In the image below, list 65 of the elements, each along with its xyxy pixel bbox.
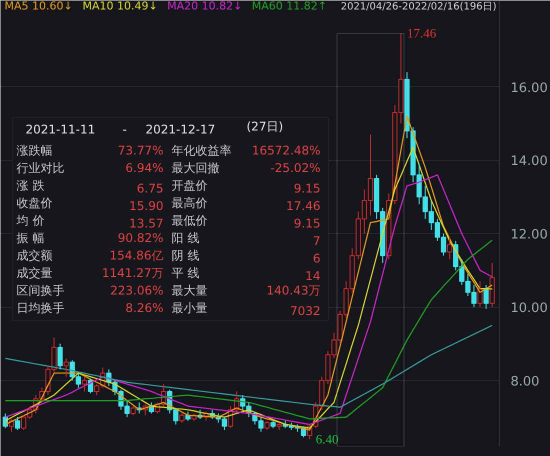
annotation: 1141.27万 <box>102 266 164 280</box>
annotation: (27日) <box>246 120 284 134</box>
annotation: 阳 线 <box>172 231 200 245</box>
candlestick <box>82 376 88 392</box>
y-tick-label: 16.00 <box>510 80 548 96</box>
annotation: 90.82% <box>118 231 164 245</box>
y-tick-label: 10.00 <box>510 301 548 316</box>
text: MA5 10.60↓ <box>4 0 73 12</box>
candlestick <box>14 416 20 430</box>
annotation: 9.15 <box>294 182 320 196</box>
annotation: 7032 <box>290 304 321 318</box>
annotation: 区间换手 <box>16 284 64 298</box>
annotation: 16572.48% <box>252 144 321 158</box>
annotation: 13.57 <box>129 216 164 230</box>
annotation: 最大回撤 <box>172 161 220 175</box>
y-tick-label: 12.00 <box>510 228 548 243</box>
annotation: - <box>122 122 127 136</box>
candlestick <box>130 406 136 416</box>
annotation: 振 幅 <box>16 231 44 245</box>
annotation: 成交额 <box>16 248 52 262</box>
text: MA60 11.82↑ <box>252 0 327 12</box>
annotation: 2021-12-17 <box>146 122 216 136</box>
annotation: 73.77% <box>118 144 164 158</box>
annotation: 开盘价 <box>172 178 208 192</box>
candlestick <box>490 262 495 308</box>
annotation: 6.75 <box>136 182 164 196</box>
annotation: 最低价 <box>172 214 208 228</box>
annotation: 最大量 <box>172 284 208 298</box>
annotation: 17.46 <box>407 26 437 41</box>
annotation: 最高价 <box>172 196 208 210</box>
annotation: 223.06% <box>110 284 164 298</box>
annotation: 2021-11-11 <box>26 122 96 136</box>
y-tick-label: 14.00 <box>510 154 548 170</box>
annotation: 成交量 <box>16 266 52 280</box>
annotation: 均 价 <box>16 214 44 228</box>
candlestick <box>276 422 282 430</box>
candlestick <box>446 236 452 260</box>
annotation: 行业对比 <box>16 161 64 175</box>
annotation: 阴 线 <box>172 248 200 262</box>
annotation: 6.94% <box>125 161 164 175</box>
annotation: 涨 跌 <box>16 178 44 192</box>
annotation: 平 线 <box>172 266 200 280</box>
chart-subtitle: 2021/04/26-2022/02/16(196日) <box>340 2 497 12</box>
annotation: 涨跌幅 <box>16 144 52 158</box>
annotation: 7 <box>312 234 321 248</box>
candlestick <box>76 372 82 388</box>
y-tick-label: 8.00 <box>510 374 540 390</box>
annotation: 140.43万 <box>266 284 321 298</box>
annotation: -25.02% <box>270 161 321 175</box>
annotation: 收盘价 <box>16 196 52 210</box>
annotation: 9.15 <box>294 216 320 230</box>
annotation: 15.90 <box>129 199 164 213</box>
annotation: 最小量 <box>172 301 208 315</box>
annotation: 6 <box>312 252 321 266</box>
candlestick <box>64 358 69 378</box>
annotation: 日均换手 <box>16 301 64 315</box>
text: MA10 10.49↓ <box>82 0 158 12</box>
annotation: 年化收益率 <box>172 144 232 158</box>
annotation: 17.46 <box>286 199 321 213</box>
annotation: 6.40 <box>316 432 338 447</box>
annotation: 154.86亿 <box>110 248 164 262</box>
candlestick <box>58 343 63 370</box>
text: MA20 10.82↓ <box>167 0 242 12</box>
annotation: 14 <box>305 269 321 283</box>
annotation: 8.26% <box>125 301 164 315</box>
